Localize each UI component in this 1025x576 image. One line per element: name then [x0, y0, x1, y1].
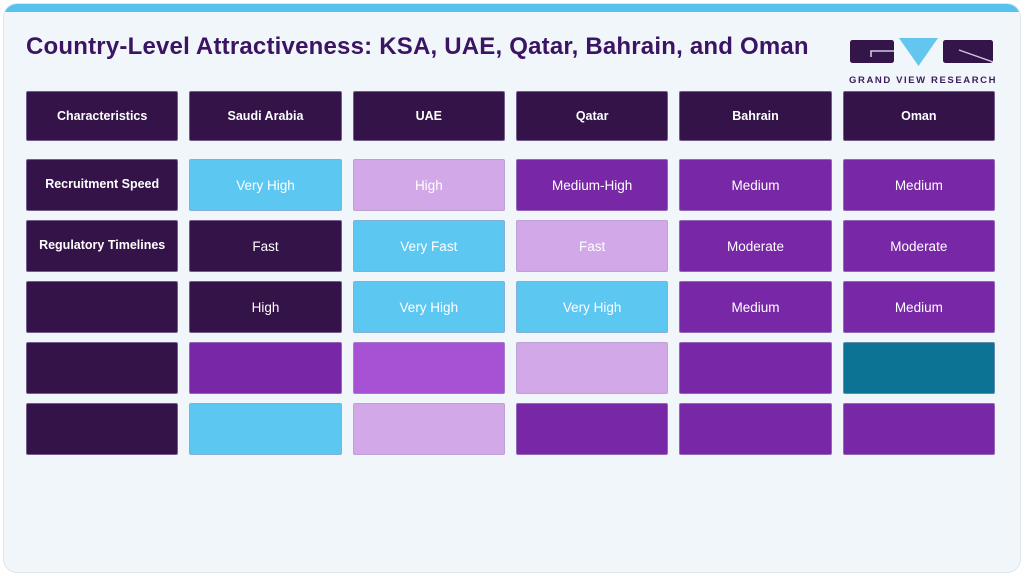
slide-header: Country-Level Attractiveness: KSA, UAE, …: [4, 12, 1020, 86]
table-cell: Very High: [189, 159, 342, 212]
row-label: [26, 403, 179, 456]
column-header-oman: Oman: [842, 91, 995, 142]
column-header-qatar: Qatar: [515, 91, 669, 142]
attractiveness-table: Characteristics Saudi Arabia UAE Qatar Bahra…: [26, 91, 995, 456]
table-body: Recruitment Speed Very High High Medium-Hig…: [26, 159, 995, 456]
brand-name: GRAND VIEW RESEARCH: [849, 75, 998, 86]
table-cell: [189, 342, 342, 395]
column-header-bahrain: Bahrain: [679, 91, 832, 142]
table-cell: Moderate: [842, 220, 995, 273]
column-header-characteristics: Characteristics: [26, 91, 179, 142]
table-cell: Very Fast: [352, 220, 505, 273]
row-label: [26, 281, 179, 334]
table-cell: [679, 342, 832, 395]
table-cell: Medium: [679, 159, 832, 212]
table-cell: [842, 403, 995, 456]
column-header-uae: UAE: [352, 91, 505, 142]
table-cell: Medium: [679, 281, 832, 334]
table-header-row: Characteristics Saudi Arabia UAE Qatar Bahra…: [26, 91, 995, 142]
table-cell: High: [352, 159, 505, 212]
page-title: Country-Level Attractiveness: KSA, UAE, …: [26, 33, 809, 60]
slide-card: Country-Level Attractiveness: KSA, UAE, …: [3, 3, 1021, 573]
table-cell: [515, 403, 669, 456]
table-cell: High: [189, 281, 342, 334]
table-cell: Very High: [352, 281, 505, 334]
table-cell: [352, 342, 505, 395]
table-cell: [842, 342, 995, 395]
table-cell: Fast: [189, 220, 342, 273]
row-label: Recruitment Speed: [26, 159, 179, 212]
table-cell: Very High: [515, 281, 669, 334]
table-cell: Medium: [842, 281, 995, 334]
table-cell: [189, 403, 342, 456]
table-cell: Fast: [515, 220, 669, 273]
brand-logo: GRAND VIEW RESEARCH: [849, 36, 998, 86]
column-header-saudi-arabia: Saudi Arabia: [189, 91, 342, 142]
gvr-logo-icon: [850, 38, 994, 66]
table-cell: Medium-High: [515, 159, 669, 212]
top-accent-bar: [4, 4, 1020, 12]
row-label: Regulatory Timelines: [26, 220, 179, 273]
table-cell: [352, 403, 505, 456]
table-cell: [515, 342, 669, 395]
table-cell: Moderate: [679, 220, 832, 273]
table-cell: [679, 403, 832, 456]
row-label: [26, 342, 179, 395]
table-cell: Medium: [842, 159, 995, 212]
